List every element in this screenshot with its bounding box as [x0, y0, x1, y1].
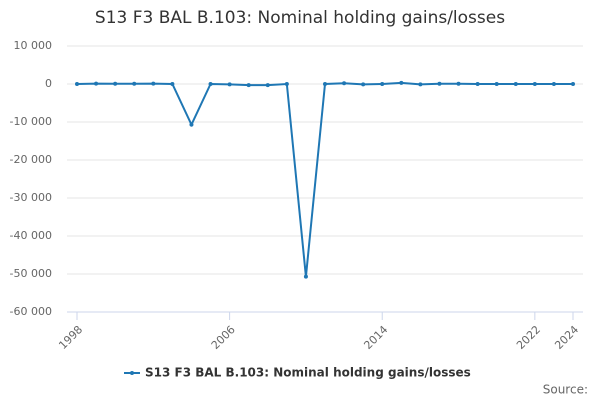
- point: [303, 274, 308, 279]
- y-tick-label: 10 000: [14, 39, 53, 52]
- point: [399, 80, 404, 85]
- point: [380, 82, 385, 86]
- point: [94, 81, 99, 86]
- point: [551, 82, 556, 86]
- point: [132, 81, 137, 86]
- point: [532, 82, 537, 86]
- y-tick-label: -50 000: [10, 267, 52, 280]
- point: [361, 82, 366, 87]
- point: [170, 82, 175, 86]
- point: [208, 82, 213, 86]
- source: Source:: [543, 383, 588, 397]
- y-tick-label: -30 000: [10, 191, 52, 204]
- point: [189, 122, 194, 127]
- y-tick-label: -20 000: [10, 153, 52, 166]
- point: [284, 82, 289, 86]
- point: [151, 81, 156, 86]
- y-tick-label: 0: [45, 77, 52, 90]
- line: [76, 81, 573, 277]
- point: [323, 82, 327, 86]
- point: [494, 82, 499, 86]
- point: [113, 81, 118, 86]
- x-tick-label: 2022: [514, 323, 543, 352]
- point: [437, 81, 442, 86]
- point: [571, 82, 575, 86]
- point: [265, 83, 270, 88]
- chart-title: S13 F3 BAL B.103: Nominal holding gains/…: [95, 8, 505, 28]
- x-tick-label: 1998: [56, 323, 85, 352]
- x-tick-label: 2024: [552, 323, 581, 352]
- y-tick-label: -60 000: [10, 305, 52, 318]
- legend-symbol: [130, 371, 134, 375]
- y-tick-label: -10 000: [10, 115, 52, 128]
- x-tick-label: 2014: [361, 323, 390, 352]
- point: [475, 82, 480, 86]
- point: [75, 82, 79, 86]
- legend-label: S13 F3 BAL B.103: Nominal holding gains/…: [145, 366, 471, 380]
- point: [342, 81, 347, 86]
- point: [456, 81, 461, 86]
- y-tick-label: -40 000: [10, 229, 52, 242]
- point: [513, 82, 518, 86]
- x-tick-label: 2006: [209, 323, 238, 352]
- point: [227, 82, 232, 87]
- point: [418, 82, 423, 87]
- point: [246, 83, 251, 88]
